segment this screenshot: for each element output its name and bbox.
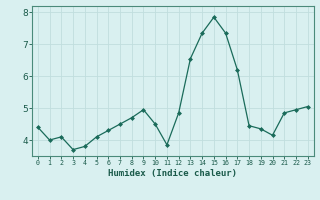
X-axis label: Humidex (Indice chaleur): Humidex (Indice chaleur) <box>108 169 237 178</box>
